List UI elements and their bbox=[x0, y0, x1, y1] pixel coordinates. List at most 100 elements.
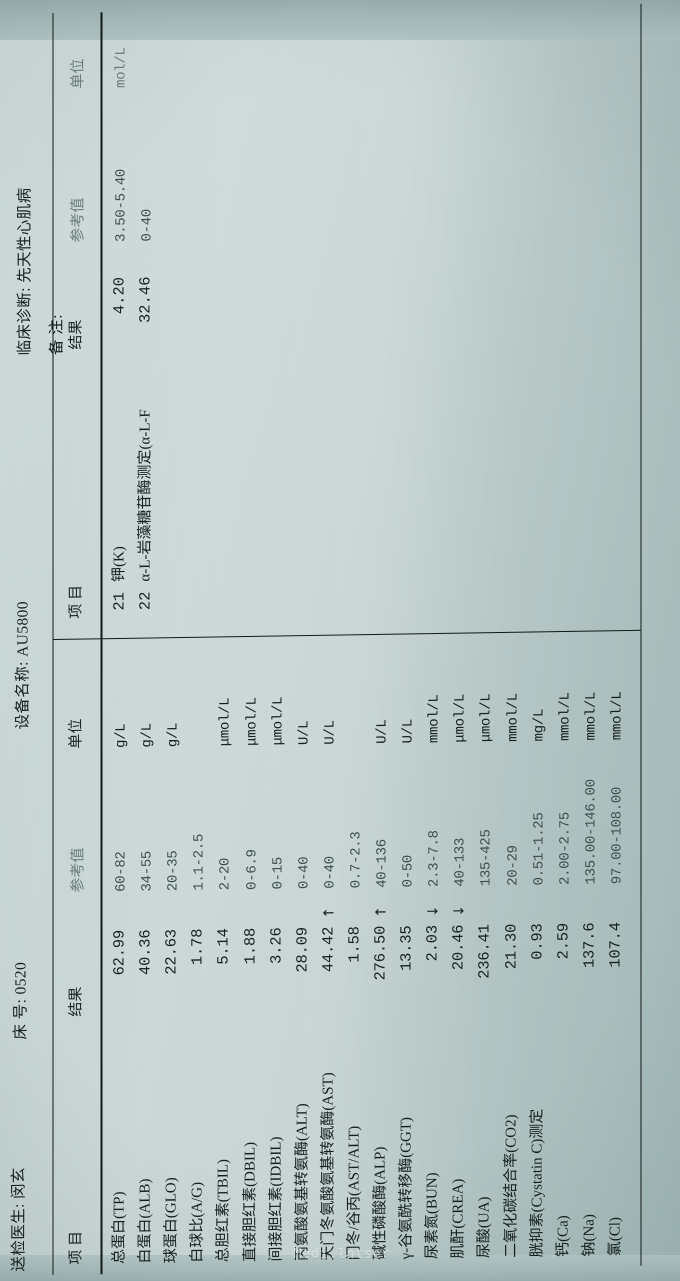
row-abnormal-flag: ↓ bbox=[425, 905, 442, 918]
row-result-value: 13.35 bbox=[397, 925, 416, 972]
row-result-value: 62.99 bbox=[110, 929, 129, 976]
row-result-value: 4.20 bbox=[110, 276, 129, 315]
row-item-name: 钾(K) bbox=[111, 546, 128, 583]
row-unit: U/L bbox=[374, 719, 391, 744]
row-unit: U/L bbox=[322, 720, 339, 745]
row-index: 21 bbox=[110, 591, 129, 611]
row-result-value: 32.46 bbox=[136, 276, 155, 324]
row-reference-range: 0-6.9 bbox=[244, 849, 260, 891]
col-header-reference-right: 参考值 bbox=[70, 197, 87, 243]
row-reference-range: 34-55 bbox=[139, 850, 156, 892]
remark-label: 备 注: bbox=[48, 314, 66, 356]
col-header-item: 项 目 bbox=[68, 1230, 85, 1265]
row-reference-range: 0-40 bbox=[296, 856, 313, 890]
referring-doctor-line: 送检医生: 闵玄 bbox=[7, 1167, 29, 1272]
row-result-value: 276.50 bbox=[371, 925, 390, 981]
row-result-value: 40.36 bbox=[136, 929, 155, 976]
row-reference-range: 40-136 bbox=[374, 839, 391, 888]
row-item-name: 白球比(A/G) bbox=[189, 1181, 206, 1263]
row-abnormal-flag: ↓ bbox=[451, 904, 468, 917]
paper-bottom-edge-shadow bbox=[0, 1255, 680, 1281]
row-item-name: 门冬/谷丙(AST/ALT) bbox=[346, 1125, 363, 1261]
row-reference-range: 0-50 bbox=[400, 854, 417, 888]
table-split-rule bbox=[52, 629, 641, 641]
row-reference-range: 1.1-2.5 bbox=[191, 833, 208, 891]
row-reference-range: 135.00-146.00 bbox=[583, 779, 600, 885]
row-result-value: 2.03 bbox=[423, 924, 442, 962]
row-result-value: 2.59 bbox=[554, 922, 573, 960]
row-result-value: 28.09 bbox=[293, 926, 312, 973]
row-item-name: 丙氨酸氨基转氨酶(ALT) bbox=[294, 1103, 311, 1262]
device-name-label: 设备名称: bbox=[14, 661, 32, 730]
row-result-value: 20.46 bbox=[449, 924, 468, 971]
table-bottom-rule bbox=[640, 3, 642, 1266]
row-result-value: 1.78 bbox=[188, 928, 207, 966]
col-header-reference: 参考值 bbox=[70, 847, 87, 893]
row-unit: U/L bbox=[400, 718, 417, 744]
bed-number-value: 0520 bbox=[12, 961, 30, 995]
row-result-value: 107.4 bbox=[606, 922, 625, 968]
referring-doctor-value: 闵玄 bbox=[10, 1167, 28, 1200]
row-reference-range: 20-35 bbox=[165, 850, 182, 892]
row-result-value: 1.58 bbox=[345, 926, 364, 963]
bed-number-label: 床 号: bbox=[12, 998, 30, 1040]
row-unit: mmol/L bbox=[557, 692, 574, 742]
row-reference-range: 2-20 bbox=[217, 857, 234, 891]
row-unit: U/L bbox=[296, 720, 313, 746]
row-result-value: 1.88 bbox=[241, 927, 259, 965]
row-result-value: 137.6 bbox=[580, 922, 599, 969]
row-reference-range: 0-15 bbox=[270, 856, 287, 890]
row-item-name: 胱抑素(Cystatin C)测定 bbox=[529, 1108, 546, 1258]
row-result-value: 44.42 bbox=[319, 926, 338, 973]
col-header-unit-right: 单位 bbox=[70, 58, 87, 89]
row-result-value: 0.93 bbox=[528, 923, 547, 960]
clinical-diagnosis-value: 先天性心肌病 bbox=[16, 187, 34, 283]
row-result-value: 22.63 bbox=[162, 929, 181, 975]
row-unit: g/L bbox=[165, 722, 182, 748]
col-header-result: 结果 bbox=[68, 986, 85, 1017]
row-abnormal-flag: ↑ bbox=[373, 905, 390, 918]
row-unit: mg/L bbox=[531, 708, 548, 742]
row-item-name: α-L-岩藻糖苷酶测定(α-L-F bbox=[137, 409, 154, 582]
row-item-name: 直接胆红素(DBIL) bbox=[242, 1141, 258, 1263]
row-reference-range: 60-82 bbox=[113, 851, 130, 893]
row-item-name: γ-谷氨酰转移酶(GGT) bbox=[398, 1116, 415, 1260]
row-item-name: 总胆红素(TBIL) bbox=[215, 1158, 232, 1263]
row-item-name: 氯(Cl) bbox=[607, 1216, 624, 1257]
watermark: Medi.lntser bbox=[293, 1247, 391, 1262]
row-unit: μmol/L bbox=[452, 693, 469, 743]
row-item-name: 钠(Na) bbox=[581, 1213, 598, 1257]
row-item-name: 球蛋白(GLO) bbox=[163, 1177, 180, 1264]
paper-top-edge-shadow bbox=[0, 0, 680, 40]
row-reference-range: 0-40 bbox=[139, 208, 156, 242]
report-header: 送检医生: 闵玄 床 号: 0520 设备名称: AU5800 临床诊断: 先天… bbox=[1, 3, 93, 1281]
row-item-name: 间接胆红素(IDBIL) bbox=[268, 1136, 285, 1262]
row-item-name: 二氧化碳结合率(CO2) bbox=[503, 1114, 519, 1258]
row-reference-range: 97.00-108.00 bbox=[609, 786, 626, 885]
clinical-diagnosis-label: 临床诊断: bbox=[16, 287, 34, 356]
col-header-result-right: 结果 bbox=[68, 319, 85, 350]
row-reference-range: 2.00-2.75 bbox=[557, 811, 574, 886]
remark-line: 备 注: bbox=[45, 314, 67, 355]
col-header-item-right: 项 目 bbox=[68, 584, 85, 619]
row-unit: mmol/L bbox=[583, 691, 600, 741]
row-unit: μmol/L bbox=[244, 697, 260, 747]
bed-number-line: 床 号: 0520 bbox=[9, 962, 31, 1040]
row-reference-range: 3.50-5.40 bbox=[113, 168, 130, 243]
row-unit: g/L bbox=[139, 723, 156, 748]
row-reference-range: 40-133 bbox=[452, 837, 469, 887]
row-result-value: 5.14 bbox=[214, 928, 233, 965]
row-item-name: 天门冬氨酸氨基转氨酶(AST) bbox=[320, 1072, 337, 1261]
row-reference-range: 0-40 bbox=[322, 856, 339, 889]
row-item-name: 碱性磷酸酶(ALP) bbox=[372, 1146, 389, 1260]
row-unit: mmol/L bbox=[609, 691, 626, 741]
referring-doctor-label: 送检医生: bbox=[10, 1203, 28, 1272]
row-unit: mmol/L bbox=[426, 694, 443, 744]
row-abnormal-flag: ↑ bbox=[321, 906, 338, 919]
device-name-value: AU5800 bbox=[14, 600, 32, 658]
row-unit: μmol/L bbox=[270, 696, 287, 746]
col-header-unit: 单位 bbox=[68, 718, 85, 749]
row-index: 22 bbox=[136, 591, 155, 611]
